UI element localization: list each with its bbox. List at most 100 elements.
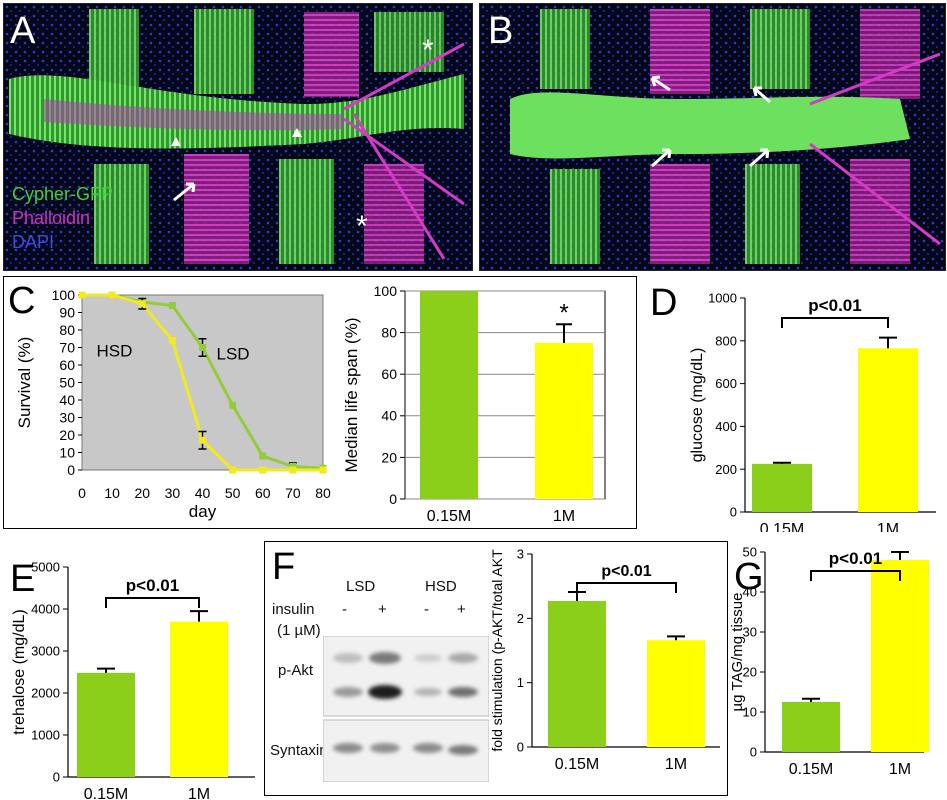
panel-b-image [480, 4, 945, 270]
asterisk-marker: * [356, 210, 368, 243]
y-tick-label: 30 [743, 625, 757, 640]
y-tick-label: 3000 [31, 644, 60, 659]
bar [647, 640, 705, 747]
y-tick-label: 20 [743, 665, 757, 680]
bar [858, 348, 918, 512]
x-tick-label: 80 [315, 485, 331, 501]
y-axis-label: µg TAG/mg tissue [729, 593, 746, 712]
series-label: LSD [217, 345, 250, 364]
legend-phalloidin: Phalloidin [12, 208, 91, 228]
asterisk-marker: * [422, 34, 434, 67]
y-tick-label: 30 [59, 410, 75, 426]
significance-bracket [810, 570, 901, 581]
y-tick-label: 0 [389, 491, 397, 507]
y-tick-label: 60 [381, 366, 397, 382]
data-point [289, 466, 297, 474]
data-point [168, 337, 176, 344]
panel-f-frame [264, 541, 728, 796]
y-tick-label: 0 [67, 462, 75, 478]
p-value-label: p<0.01 [808, 296, 861, 315]
y-tick-label: 80 [381, 325, 397, 341]
arrow-icon [650, 75, 671, 92]
panel-a-image [4, 4, 472, 270]
blot-insulin-dose: (1 µM) [277, 622, 321, 639]
y-tick-label: 2000 [31, 686, 60, 701]
x-tick-label: 50 [225, 485, 241, 501]
arrow-icon [651, 148, 672, 168]
blot-band-syntaxin-label: Syntaxin [270, 742, 328, 759]
blot-lane-minus: - [342, 601, 347, 618]
blot-lane-minus: - [424, 601, 429, 618]
y-axis-label: fold stimulation (p-AKT/total AKT [490, 549, 505, 752]
y-tick-label: 40 [59, 392, 75, 408]
bar [420, 291, 478, 499]
y-tick-label: 10 [743, 705, 757, 720]
x-tick-label: 40 [195, 485, 211, 501]
tag-chart: 0 10 20 30 40 50 0.15M 1M µg TAG/mg tissue p<0.01 [729, 545, 929, 778]
panel-letter: E [10, 558, 36, 600]
y-tick-label: 20 [59, 427, 75, 443]
blot-group-lsd: LSD [346, 578, 376, 595]
y-tick-label: 0 [53, 770, 60, 785]
bar [752, 463, 812, 512]
x-tick-label: 0.15M [760, 521, 804, 532]
x-tick-label: 10 [104, 485, 120, 501]
bar [170, 621, 228, 777]
bar [535, 343, 593, 499]
x-tick-label: 0.15M [555, 756, 599, 773]
y-tick-label: 80 [59, 322, 75, 338]
bar [548, 600, 606, 747]
panel-letter: D [650, 282, 678, 324]
y-tick-label: 0 [730, 505, 737, 520]
data-point [229, 466, 237, 474]
data-point [259, 452, 267, 460]
x-tick-label: 60 [255, 485, 271, 501]
y-tick-label: 1 [517, 675, 524, 690]
blot-band-pakt-label: p-Akt [278, 662, 314, 679]
arrow-icon [173, 182, 196, 202]
y-tick-label: 2 [517, 611, 524, 626]
x-tick-label: 70 [285, 485, 301, 501]
data-point [259, 466, 267, 474]
median-life-span-chart: 0 20 40 60 80 100 0.15M 1M Median life span (%) * [345, 283, 606, 525]
legend-dapi: DAPI [12, 232, 55, 252]
panel-a-micrograph: A * * Cypher-GFP Phalloidin DAPI [3, 3, 473, 271]
p-value-label: p<0.01 [601, 563, 651, 580]
x-tick-label: 1M [889, 761, 911, 778]
y-axis-label: glucose (mg/dL) [689, 348, 706, 463]
panel-letter: G [734, 556, 764, 598]
y-tick-label: 0 [517, 740, 524, 755]
arrowhead-icon [171, 137, 181, 146]
bar [871, 560, 929, 752]
y-tick-label: 50 [743, 545, 757, 560]
significance-bracket [576, 582, 677, 593]
panel-b-micrograph: B [479, 3, 946, 271]
panel-c-frame [3, 276, 637, 529]
arrow-icon [749, 148, 770, 168]
panel-letter: C [8, 280, 36, 322]
y-tick-label: 800 [715, 333, 737, 348]
data-point [168, 302, 176, 309]
blot-group-hsd: HSD [425, 578, 457, 595]
akt-stimulation-chart: 0 1 2 3 0.15M 1M fold stimulation (p-AKT/total… [490, 547, 720, 773]
arrow-icon [752, 86, 771, 104]
bar [77, 672, 135, 777]
y-tick-label: 600 [715, 376, 737, 391]
x-tick-label: 1M [188, 786, 210, 800]
y-tick-label: 20 [381, 449, 397, 465]
y-tick-label: 3 [517, 547, 524, 562]
glucose-chart: 0 200 400 600 800 1000 0.15M 1M glucose (mg/dL) p… [689, 291, 936, 532]
x-tick-label: 1M [877, 521, 899, 532]
data-point [138, 300, 146, 308]
panel-letter: B [488, 10, 514, 52]
y-tick-label: 5000 [31, 560, 60, 575]
y-tick-label: 40 [743, 585, 757, 600]
x-tick-label: 20 [134, 485, 150, 501]
y-tick-label: 40 [381, 408, 397, 424]
significance-marker: * [559, 299, 568, 326]
data-point [78, 291, 86, 299]
y-tick-label: 400 [715, 419, 737, 434]
y-tick-label: 70 [59, 340, 75, 356]
legend-cypher: Cypher-GFP [12, 184, 114, 204]
x-tick-label: 1M [665, 756, 687, 773]
